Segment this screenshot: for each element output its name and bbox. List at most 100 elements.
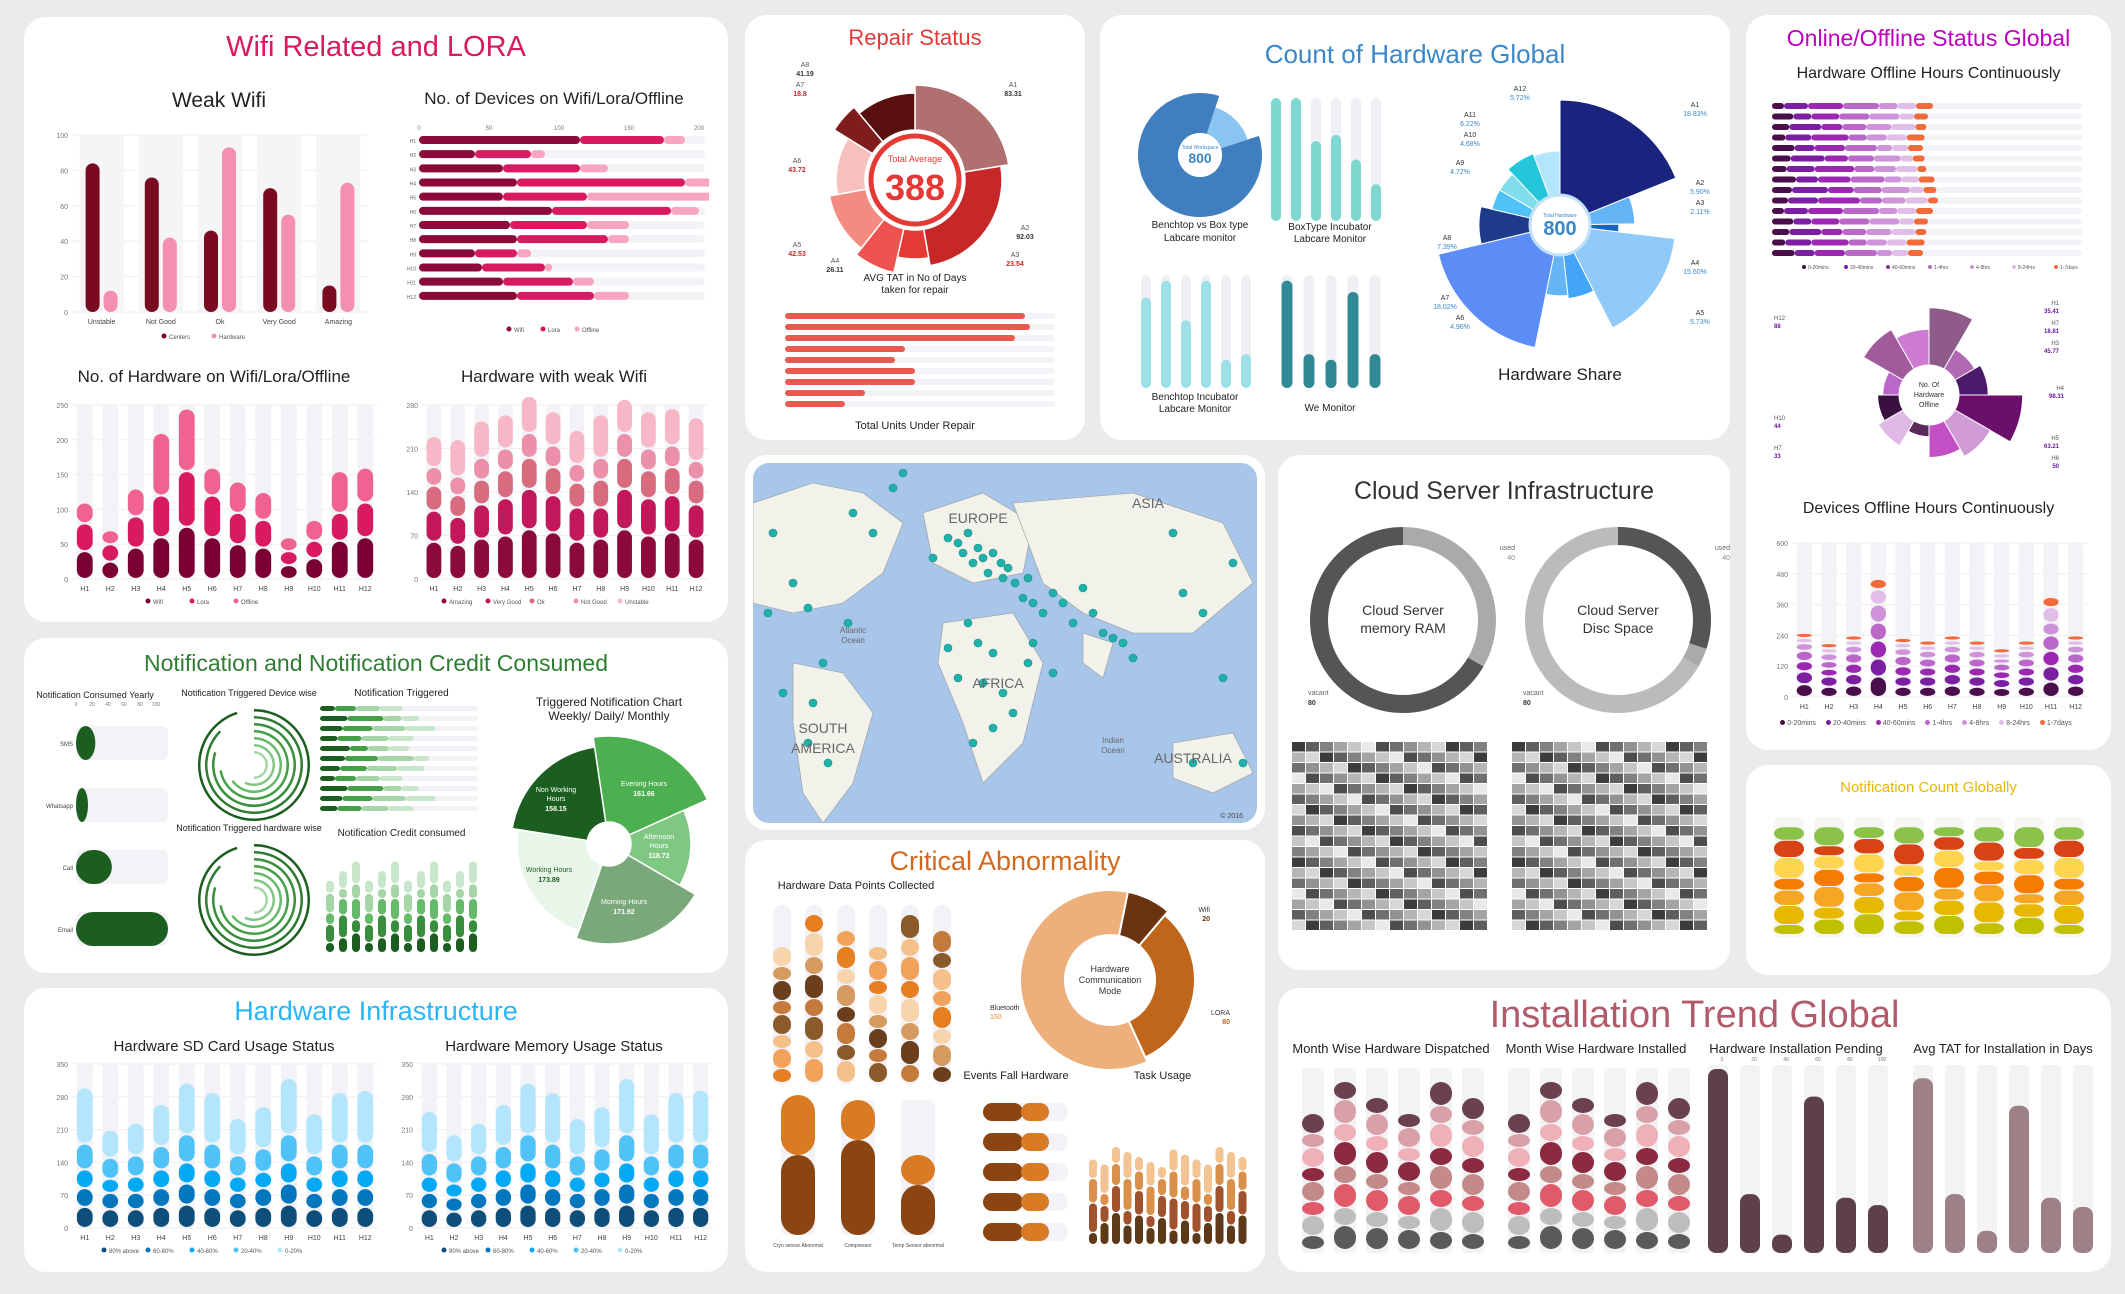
bar-segment xyxy=(378,889,386,898)
bar-segment xyxy=(901,1065,919,1082)
bar-segment xyxy=(933,931,951,952)
x-tick-label: H12 xyxy=(2069,704,2082,711)
bar-segment xyxy=(1215,1186,1224,1212)
legend-swatch xyxy=(211,333,217,339)
bar-segment xyxy=(664,136,685,144)
notif-triggered-chart xyxy=(320,706,478,811)
bar-segment xyxy=(339,915,347,938)
bar-segment xyxy=(378,871,386,888)
bar-segment xyxy=(1821,677,1837,686)
heatmap-cell xyxy=(1680,889,1693,899)
heatmap-cell xyxy=(1348,752,1361,762)
bar-segment xyxy=(520,1083,536,1134)
heatmap-cell xyxy=(1526,784,1539,794)
heatmap-cell xyxy=(1390,899,1403,909)
heatmap-cell xyxy=(1638,752,1651,762)
bar-background xyxy=(1977,1065,1997,1253)
bar-segment xyxy=(1821,644,1837,648)
slice-label: Morning Hours xyxy=(601,899,647,906)
map-label: Ocean xyxy=(1101,746,1125,755)
notif-triggered-title: Notification Triggered xyxy=(354,688,449,699)
ring-arc xyxy=(244,879,275,921)
bar-segment xyxy=(2068,664,2084,673)
bar-segment xyxy=(1994,654,2010,658)
bar-segment xyxy=(404,943,412,952)
location-marker xyxy=(973,638,983,648)
bar-segment xyxy=(869,1015,887,1028)
bar xyxy=(85,163,100,312)
bar-segment xyxy=(1846,674,1862,685)
bar-segment xyxy=(773,947,791,966)
y-tick-label: 200 xyxy=(56,438,68,445)
heatmap-cell xyxy=(1432,794,1445,804)
benchtop-bars-caption-1: Benchtop Incubator xyxy=(1151,392,1239,403)
location-marker xyxy=(768,528,778,538)
heatmap-cell xyxy=(1554,815,1567,825)
bar-segment xyxy=(1774,890,1804,905)
x-tick-label: H9 xyxy=(1997,704,2006,711)
heatmap-cell xyxy=(1320,763,1333,773)
installed-chart xyxy=(1508,1068,1690,1253)
bar-segment xyxy=(1928,197,1938,204)
bar-segment xyxy=(805,1059,823,1082)
bar-segment xyxy=(1910,187,1924,193)
bar-segment xyxy=(668,1144,684,1169)
x-tick-label: H3 xyxy=(474,1235,483,1242)
heatmap-cell xyxy=(1404,826,1417,836)
bar-segment xyxy=(76,552,93,578)
heatmap-cell xyxy=(1540,742,1553,752)
heatmap-cell xyxy=(1292,815,1305,825)
bar-segment xyxy=(1668,1098,1690,1119)
share-label: A9 xyxy=(1456,160,1465,167)
heatmap-cell xyxy=(1568,752,1581,762)
heatmap-cell xyxy=(1306,784,1319,794)
bar-segment xyxy=(1774,858,1804,878)
heatmap-cell xyxy=(1582,794,1595,804)
y-tick-label: 140 xyxy=(401,1160,413,1167)
repair-donut-caption-2: taken for repair xyxy=(881,285,949,296)
world-map[interactable]: EUROPE ASIA AFRICA SOUTH AMERICA AUSTRALIA Atl… xyxy=(753,463,1257,823)
bar xyxy=(76,850,112,884)
heatmap-cell xyxy=(1460,868,1473,878)
heatmap-cell xyxy=(1460,920,1473,930)
bar-segment xyxy=(1169,1149,1178,1171)
bar-segment xyxy=(255,1189,272,1206)
bar-segment xyxy=(469,899,477,920)
heatmap-cell xyxy=(1390,910,1403,920)
bar-segment xyxy=(352,933,360,952)
bar-segment xyxy=(1540,1100,1562,1123)
bar-segment xyxy=(1870,623,1886,640)
share-label: A8 xyxy=(1443,235,1452,242)
donut-used-dark xyxy=(1618,527,1711,649)
bar-segment xyxy=(342,726,373,731)
x-tick-label: H9 xyxy=(284,586,293,593)
heatmap-cell xyxy=(1348,857,1361,867)
heatmap-cell xyxy=(1376,857,1389,867)
bar-segment xyxy=(1786,166,1815,172)
heatmap-cell xyxy=(1320,847,1333,857)
bar-segment xyxy=(1772,176,1796,183)
y-tick-label: H8 xyxy=(410,238,417,244)
bar-segment xyxy=(340,766,367,771)
heatmap-cell xyxy=(1526,752,1539,762)
bar-segment xyxy=(365,943,373,952)
heatmap-cell xyxy=(1390,794,1403,804)
critical-title: Critical Abnormality xyxy=(889,846,1121,876)
center-label: Mode xyxy=(1099,986,1122,996)
bar-segment xyxy=(383,716,402,721)
bar-segment xyxy=(933,1045,951,1066)
heatmap-cell xyxy=(1446,794,1459,804)
heatmap-cell xyxy=(1334,805,1347,815)
bar-segment xyxy=(1874,166,1896,172)
slice-label: Wifi xyxy=(1198,907,1210,914)
heatmap-cell xyxy=(1306,889,1319,899)
heatmap-cell xyxy=(1610,889,1623,899)
heatmap-cell xyxy=(1512,910,1525,920)
bar-segment xyxy=(1636,1166,1658,1189)
heatmap-cell xyxy=(1348,784,1361,794)
bar-segment xyxy=(1912,155,1925,162)
heatmap-cell xyxy=(1610,910,1623,920)
bar-segment xyxy=(320,776,335,781)
bar-segment xyxy=(401,786,419,791)
radial-value: 50 xyxy=(2052,464,2059,470)
